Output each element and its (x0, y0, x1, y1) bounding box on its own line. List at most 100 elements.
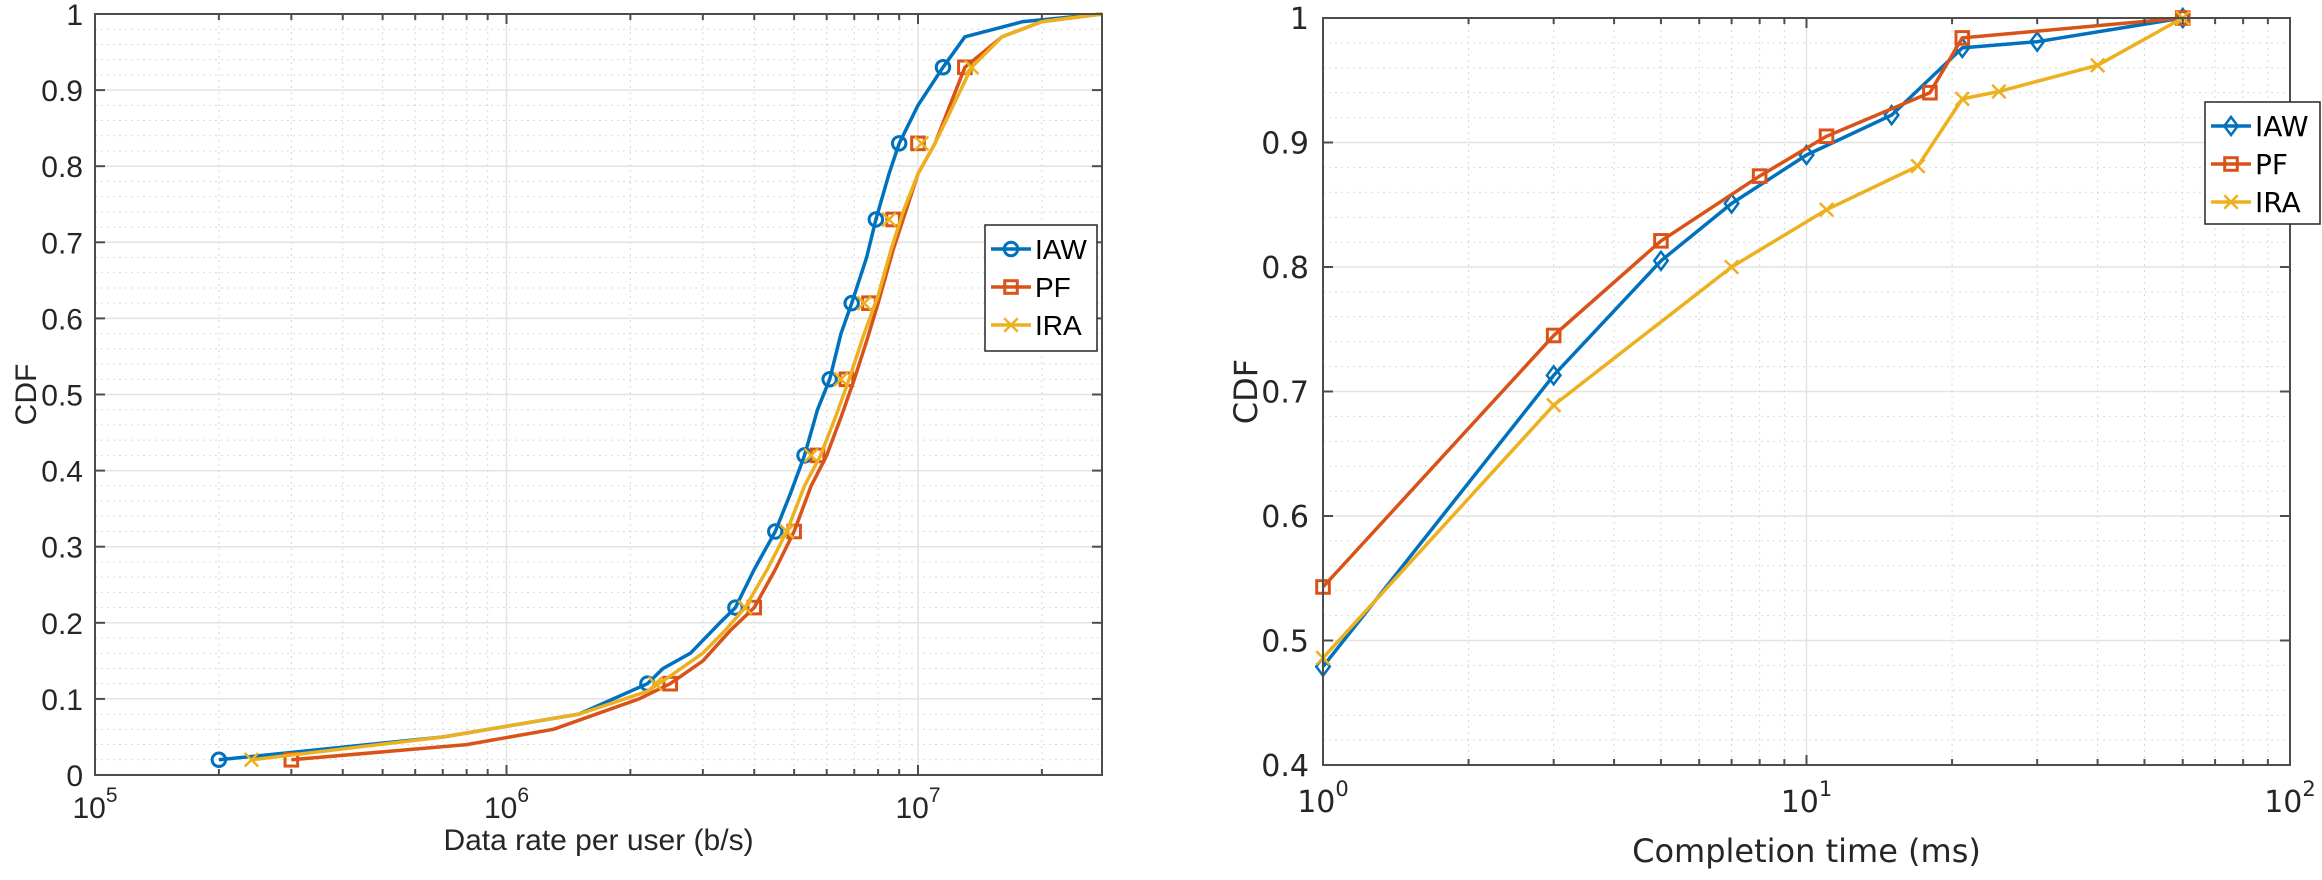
y-tick-label: 1 (1290, 2, 1309, 37)
x-tick-base: 10 (895, 792, 928, 825)
legend-swatch-marker (2222, 114, 2240, 138)
legend-label: PF (2255, 148, 2288, 181)
series-ira (1315, 10, 2191, 666)
data-point-pf (1653, 233, 1669, 249)
y-tick-label: 0.9 (1261, 127, 1309, 162)
x-tick-base: 10 (72, 792, 105, 825)
y-tick-label: 0.8 (41, 151, 83, 184)
legend: IAW PF IRA (2204, 101, 2321, 225)
legend-swatch-marker (2223, 156, 2239, 172)
y-tick-label: 0.9 (41, 75, 83, 108)
data-point-ira (2089, 57, 2106, 73)
data-point-iaw (890, 135, 908, 152)
data-point-iaw (2028, 30, 2046, 53)
y-tick-label: 0.2 (41, 608, 83, 641)
x-tick-exponent: 2 (2302, 777, 2315, 801)
y-axis-title: CDF (10, 364, 43, 426)
x-tick-exponent: 5 (106, 784, 118, 807)
legend-item-ira: IRA (2211, 186, 2301, 219)
data-point-ira (1546, 397, 1562, 413)
legend-item-pf: PF (991, 272, 1071, 303)
x-tick-exponent: 7 (929, 784, 941, 807)
x-tick-base: 10 (1781, 785, 1819, 820)
x-tick-exponent: 1 (1819, 777, 1832, 801)
y-tick-label: 0.7 (1261, 376, 1309, 411)
legend-label: IAW (1035, 234, 1087, 265)
legend-swatch-marker (1002, 240, 1020, 258)
data-point-pf (1954, 30, 1971, 46)
x-tick-exponent: 0 (1335, 777, 1348, 801)
x-tick-label: 106 (484, 784, 529, 825)
x-tick-label: 101 (1781, 777, 1833, 820)
y-tick-label: 0.4 (1261, 749, 1309, 784)
series-iaw (210, 12, 1103, 769)
x-axis-title: Data rate per user (b/s) (443, 824, 753, 857)
data-point-ira (1954, 91, 1970, 107)
data-point-iaw (727, 599, 744, 616)
series-ira (243, 12, 1103, 768)
legend-item-iaw: IAW (2211, 110, 2309, 143)
legend-item-pf: PF (2211, 148, 2288, 181)
data-point-ira (647, 676, 663, 692)
data-point-ira (833, 371, 849, 387)
data-point-ira (963, 59, 980, 75)
data-point-ira (881, 211, 897, 228)
data-point-pf (1818, 128, 1835, 145)
data-point-iaw (1545, 364, 1563, 387)
data-point-pf (746, 599, 763, 616)
data-point-iaw (867, 211, 885, 228)
legend-swatch-marker (2223, 194, 2239, 210)
legend: IAW PF IRA (984, 224, 1098, 352)
data-point-ira (243, 752, 260, 768)
y-tick-label: 0.5 (1261, 625, 1309, 660)
x-tick-exponent: 6 (517, 784, 529, 807)
data-point-pf (910, 135, 926, 152)
data-point-ira (1910, 158, 1926, 174)
data-point-ira (856, 295, 872, 311)
legend-item-iaw: IAW (991, 234, 1087, 265)
x-tick-base: 10 (484, 792, 517, 825)
data-point-iaw (843, 294, 860, 312)
data-point-pf (1922, 84, 1938, 101)
data-point-ira (1723, 259, 1740, 275)
data-point-ira (1818, 202, 1835, 218)
x-tick-label: 107 (895, 784, 940, 825)
data-point-ira (779, 523, 795, 540)
x-axis-title: Completion time (ms) (1632, 832, 1981, 870)
data-point-iaw (767, 523, 784, 540)
y-axis-title: CDF (1227, 359, 1265, 424)
grid (1322, 17, 2291, 766)
legend-swatch-marker (1003, 279, 1019, 295)
series-line-pf (1321, 16, 2183, 589)
y-tick-label: 0.3 (41, 532, 83, 565)
x-tick-base: 10 (1297, 785, 1335, 820)
data-point-pf (1751, 168, 1768, 184)
data-point-iaw (934, 59, 952, 76)
data-point-pf (1545, 327, 1562, 344)
data-point-ira (1991, 83, 2007, 100)
series-iaw (1314, 6, 2192, 678)
series-line-iaw (218, 12, 1103, 762)
data-point-ira (803, 447, 819, 464)
data-point-iaw (1723, 192, 1740, 215)
legend-label: IAW (2255, 110, 2309, 143)
data-point-iaw (1652, 249, 1670, 272)
y-tick-label: 0.6 (1261, 500, 1309, 535)
grid (94, 13, 1102, 776)
x-tick-label: 100 (1297, 777, 1349, 820)
data-point-ira (737, 599, 753, 616)
x-tick-label: 105 (72, 784, 117, 825)
series-line-ira (251, 12, 1103, 762)
legend-label: IRA (2255, 186, 2301, 219)
y-tick-label: 0.6 (41, 303, 83, 336)
y-tick-label: 1 (66, 0, 83, 32)
legend-swatch-marker (1003, 317, 1019, 333)
y-tick-label: 0 (66, 760, 83, 793)
y-tick-label: 0.5 (41, 380, 83, 413)
data-point-iaw (210, 751, 228, 769)
series-pf (1315, 10, 2191, 595)
